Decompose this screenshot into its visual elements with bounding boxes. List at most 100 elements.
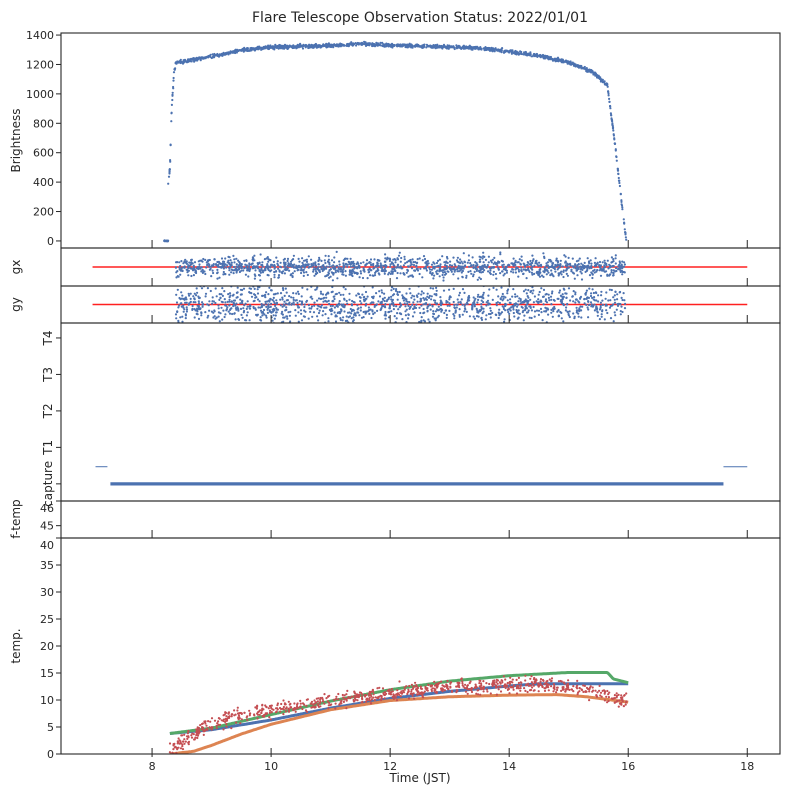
data-point	[296, 304, 299, 307]
data-point	[283, 272, 286, 275]
data-point	[500, 51, 503, 54]
data-point	[620, 305, 623, 308]
data-point	[350, 271, 353, 274]
data-point	[607, 299, 610, 302]
data-point	[421, 44, 424, 47]
data-point	[261, 261, 264, 264]
data-point	[313, 699, 316, 702]
data-point	[434, 317, 438, 320]
data-point	[197, 260, 200, 263]
data-point	[594, 689, 597, 692]
data-point	[557, 309, 560, 312]
data-point	[182, 306, 185, 309]
data-point	[270, 269, 273, 272]
data-point	[479, 46, 482, 49]
data-point	[506, 49, 509, 52]
data-point	[415, 303, 418, 306]
data-point	[395, 305, 398, 308]
data-point	[509, 301, 512, 305]
data-point	[291, 275, 294, 279]
data-point	[588, 287, 591, 290]
data-point	[310, 706, 313, 709]
data-point	[345, 299, 348, 303]
data-point	[285, 306, 288, 309]
data-point	[535, 300, 538, 303]
data-point	[389, 263, 392, 266]
data-point	[330, 313, 333, 316]
data-point	[356, 261, 359, 264]
data-point	[269, 305, 272, 308]
data-point	[280, 702, 283, 706]
data-point	[255, 265, 258, 268]
data-point	[317, 266, 320, 269]
data-point	[401, 294, 404, 297]
data-point	[458, 294, 461, 297]
data-point	[512, 311, 515, 315]
data-point	[446, 266, 449, 269]
data-point	[437, 314, 440, 317]
data-point	[338, 703, 341, 706]
data-point	[527, 309, 530, 312]
y-axis-label: f-temp	[9, 499, 23, 538]
data-point	[266, 311, 269, 314]
data-point	[330, 265, 333, 268]
data-point	[362, 296, 365, 299]
data-point	[273, 273, 276, 276]
data-point	[363, 40, 366, 44]
data-point	[302, 315, 305, 318]
data-point	[532, 682, 535, 686]
data-point	[323, 268, 326, 271]
data-point	[487, 312, 491, 316]
data-point	[187, 740, 191, 744]
data-point	[371, 274, 374, 277]
data-point	[601, 299, 604, 302]
data-point	[291, 264, 294, 267]
data-point	[287, 710, 291, 713]
data-point	[342, 259, 345, 262]
data-point	[550, 58, 553, 61]
data-point	[531, 259, 534, 262]
data-point	[439, 304, 443, 307]
data-point	[535, 271, 538, 274]
data-point	[453, 317, 456, 320]
data-point	[324, 254, 327, 257]
data-point	[195, 287, 198, 290]
data-point	[495, 313, 498, 317]
data-point	[427, 318, 430, 321]
data-point	[377, 43, 380, 46]
data-point	[448, 302, 451, 305]
data-point	[616, 167, 619, 170]
data-point	[412, 307, 415, 310]
data-point	[340, 699, 343, 702]
data-point	[596, 691, 599, 694]
data-point	[328, 302, 331, 305]
data-point	[615, 308, 618, 311]
data-point	[475, 269, 478, 272]
data-point	[421, 694, 424, 697]
data-point	[232, 302, 235, 305]
data-point	[457, 301, 460, 304]
data-point	[290, 296, 293, 299]
data-point	[384, 303, 387, 306]
data-point	[553, 688, 556, 691]
data-point	[265, 712, 268, 716]
data-point	[334, 702, 337, 705]
data-point	[583, 298, 586, 301]
data-point	[202, 257, 205, 261]
data-point	[273, 267, 276, 270]
data-point	[227, 259, 230, 262]
data-point	[273, 309, 276, 312]
data-point	[621, 270, 624, 274]
category-label-T2: T2	[41, 403, 55, 419]
data-point	[480, 305, 483, 308]
data-point	[452, 287, 455, 290]
data-point	[248, 291, 251, 294]
data-point	[515, 53, 518, 56]
data-point	[590, 262, 593, 265]
data-point	[266, 263, 269, 266]
data-point	[449, 296, 452, 299]
data-point	[264, 293, 267, 296]
data-point	[457, 277, 460, 280]
data-point	[580, 272, 583, 275]
data-point	[279, 46, 282, 49]
